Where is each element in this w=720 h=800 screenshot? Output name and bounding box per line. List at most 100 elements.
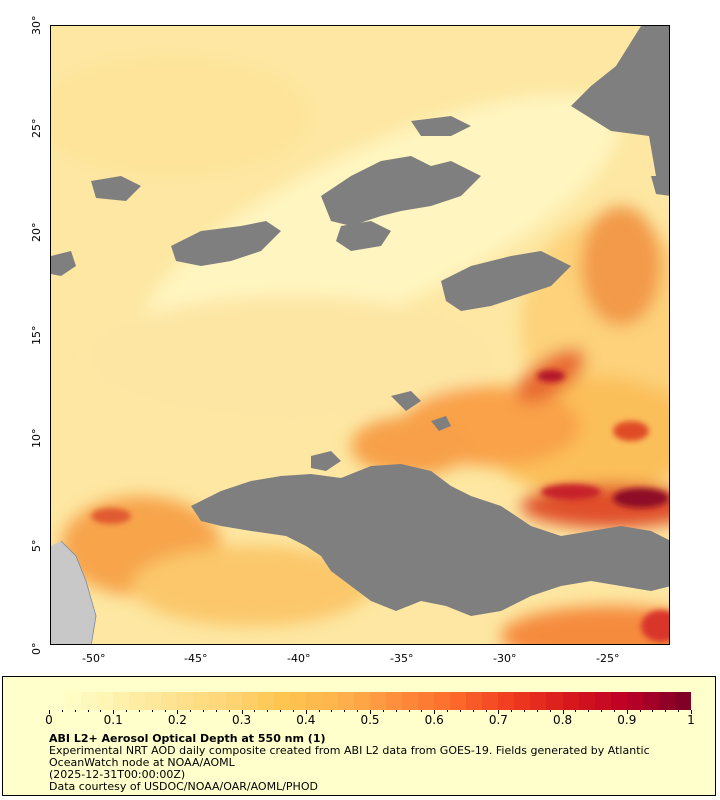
y-tick-label: 15° [30,325,43,346]
colorbar-minor-tick [485,710,487,712]
coastline-edge [60,540,97,644]
colorbar-minor-tick [357,710,359,712]
colorbar-segment [49,692,66,710]
colorbar-segment [353,692,370,710]
colorbar-segment [562,692,579,710]
x-tick-label: -45° [184,652,208,665]
colorbar-minor-tick [164,710,166,712]
colorbar-segment [321,692,338,710]
colorbar-segment [385,692,403,710]
colorbar-minor-tick [190,710,192,712]
colorbar-segment [257,692,274,710]
colorbar-tick-label: 0.1 [103,713,123,727]
colorbar-segment [97,692,114,710]
colorbar-minor-tick [126,710,128,712]
colorbar-segment [177,692,194,710]
colorbar-minor-tick [408,710,410,712]
colorbar-minor-tick [61,710,63,712]
colorbar-minor-tick [241,710,243,714]
colorbar-segment [626,692,643,710]
colorbar-minor-tick [305,710,307,714]
colorbar-minor-tick [588,710,590,712]
aod-map [50,25,670,645]
x-tick-label: -50° [82,652,106,665]
colorbar-segment [594,692,611,710]
colorbar-minor-tick [254,710,256,712]
colorbar-minor-tick [113,710,115,714]
x-tick-label: -25° [596,652,620,665]
no-data-mask [51,26,669,616]
x-tick-label: -35° [390,652,414,665]
colorbar-segment [337,692,354,710]
colorbar-segment [305,692,322,710]
colorbar-minor-tick [318,710,320,712]
colorbar-minor-tick [536,710,538,712]
colorbar-minor-tick [370,710,371,714]
colorbar-minor-tick [434,710,436,714]
colorbar-segment [514,692,531,710]
colorbar-minor-tick [215,710,217,712]
y-tick-label: 10° [30,428,43,449]
colorbar-minor-tick [691,710,692,714]
colorbar-segment [466,692,483,710]
colorbar-segment [193,692,210,710]
colorbar-minor-tick [498,710,500,714]
colorbar-segment [145,692,162,710]
colorbar-minor-tick [562,710,564,714]
colorbar-minor-tick [87,710,89,712]
colorbar-minor-tick [177,710,179,714]
colorbar-segment [289,692,306,710]
legend-credit: Data courtesy of USDOC/NOAA/OAR/AOML/PHO… [49,780,318,793]
colorbar-segment [81,692,98,710]
colorbar-segment [161,692,178,710]
legend-panel: 0 0.1 0.2 0.3 0.4 0.5 0.6 0.7 0.8 0.9 1 ABI L2+ Ae… [2,676,716,796]
y-tick-label: 0° [30,642,43,656]
colorbar-minor-tick [100,710,102,712]
colorbar-segment [209,692,226,710]
legend-date: (2025-12-31T00:00:00Z) [49,768,186,781]
colorbar-segment [129,692,146,710]
colorbar-segment [530,692,547,710]
colorbar-tick-label: 1 [687,713,695,727]
colorbar-minor-tick [472,710,474,712]
colorbar-tick-label: 0.5 [360,713,380,727]
colorbar-minor-tick [280,710,282,712]
colorbar-segment [273,692,290,710]
colorbar-tick-label: 0.2 [167,713,187,727]
colorbar-minor-tick [524,710,526,712]
colorbar-segment [482,692,499,710]
colorbar-minor-tick [652,710,654,712]
colorbar-minor-tick [267,710,269,712]
y-tick-label: 20° [30,222,43,242]
colorbar-minor-tick [678,710,680,712]
colorbar-segment [642,692,659,710]
colorbar-minor-tick [344,710,346,712]
colorbar-segment [450,692,467,710]
x-tick-label: -40° [287,652,311,665]
colorbar-segment [369,692,386,710]
legend-title: ABI L2+ Aerosol Optical Depth at 550 nm … [49,732,326,745]
colorbar-segment [674,692,691,710]
colorbar-tick-label: 0.3 [232,713,252,727]
colorbar-minor-tick [151,710,153,712]
legend-description-line2: OceanWatch node at NOAA/AOML [49,756,235,769]
colorbar-tick-label: 0.8 [553,713,573,727]
colorbar-minor-tick [138,710,140,712]
colorbar-segment [113,692,130,710]
colorbar-tick-label: 0.9 [617,713,637,727]
colorbar-segment [610,692,627,710]
y-tick-label: 30° [30,15,43,36]
colorbar-segment [402,692,419,710]
colorbar-minor-tick [575,710,577,712]
colorbar-minor-tick [228,710,230,712]
colorbar-tick-label: 0 [45,713,53,727]
colorbar-minor-tick [639,710,641,712]
colorbar-minor-tick [331,710,333,712]
colorbar-minor-tick [49,710,50,714]
colorbar-minor-tick [74,710,76,712]
colorbar-minor-tick [447,710,449,712]
colorbar-minor-tick [626,710,628,714]
colorbar-segment [225,692,242,710]
colorbar-segment [546,692,563,710]
colorbar-minor-tick [665,710,667,712]
